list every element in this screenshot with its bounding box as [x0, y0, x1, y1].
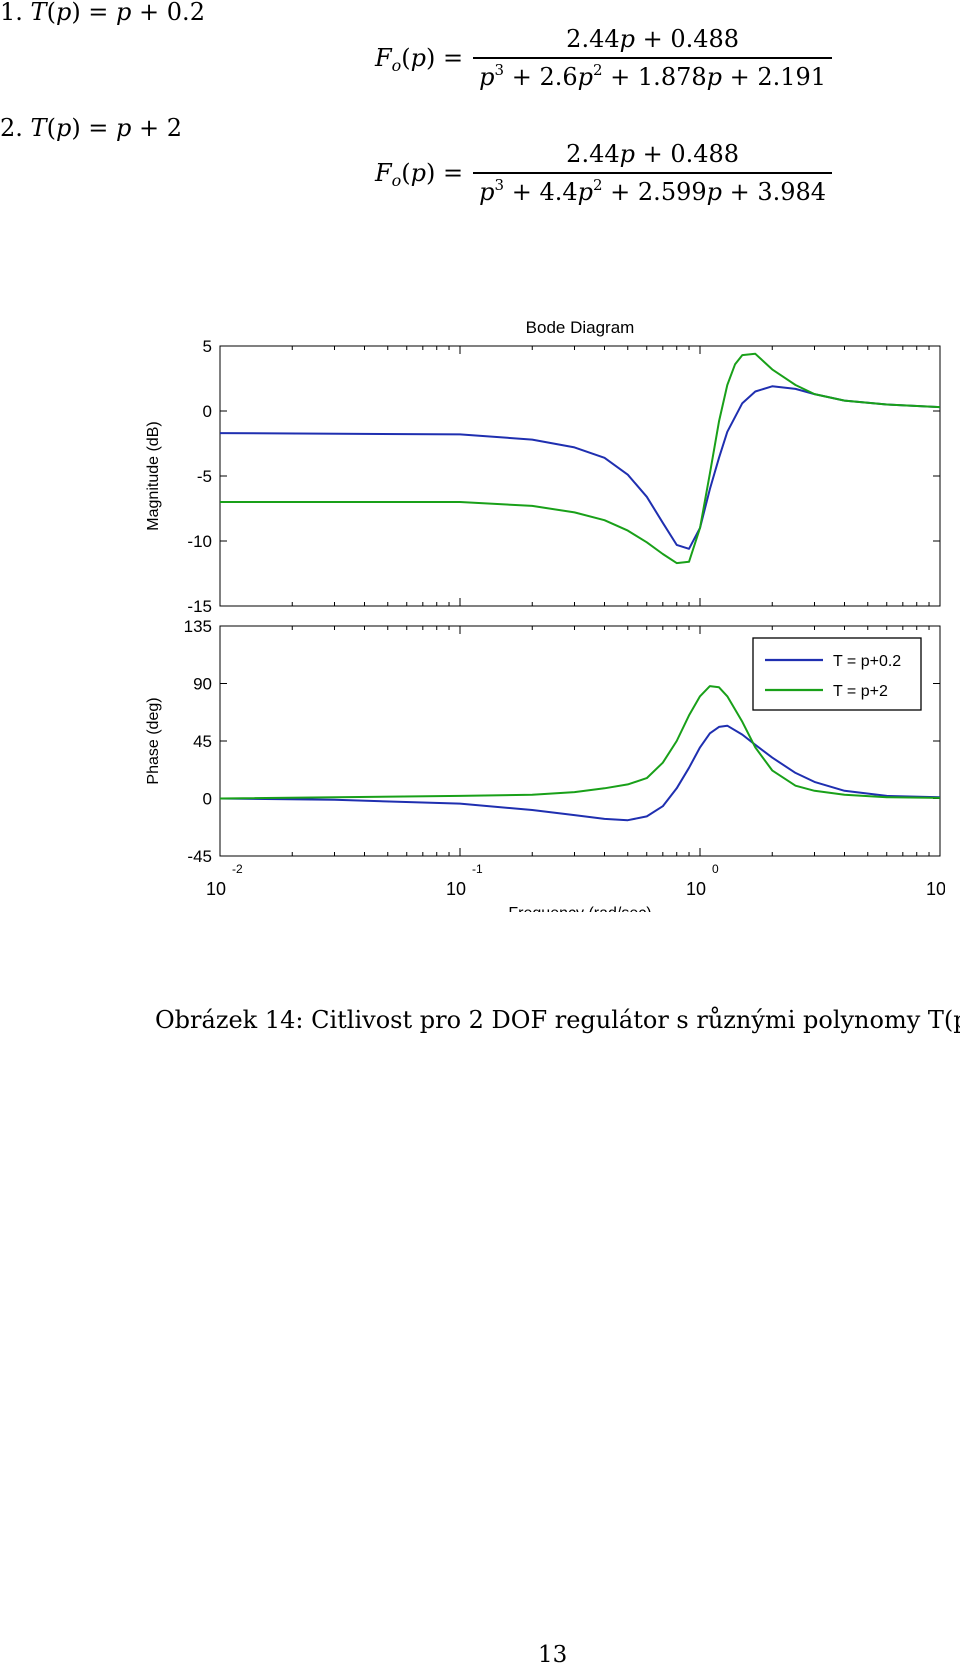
- item-1-equation: Fo(p) = 2.44p + 0.488 p3 + 2.6p2 + 1.878…: [375, 25, 833, 91]
- equation-fraction: 2.44p + 0.488 p3 + 4.4p2 + 2.599p + 3.98…: [473, 140, 833, 206]
- magnitude-ylabel: Magnitude (dB): [145, 421, 162, 530]
- item-1-tdef: 1. T(p) = p + 0.2: [0, 0, 205, 26]
- magnitude-ytick-label: 0: [203, 402, 212, 421]
- magnitude-series-line-1: [219, 385, 941, 550]
- equation-lhs: Fo(p) =: [375, 158, 464, 190]
- bode-figure: Bode Diagram 5 0 -5 -10 -15 Magnitude (dB) 135 9…: [140, 308, 959, 973]
- legend-label-1: T = p+0.2: [833, 653, 901, 670]
- magnitude-ytick-label: 5: [203, 337, 212, 356]
- xtick-label-base: 10: [686, 879, 706, 899]
- xtick-label-base: 10: [206, 879, 226, 899]
- equation-denominator: p3 + 2.6p2 + 1.878p + 2.191: [479, 60, 827, 91]
- item-2-tdef: 2. T(p) = p + 2: [0, 114, 183, 142]
- equation-denominator: p3 + 4.4p2 + 2.599p + 3.984: [479, 175, 827, 206]
- fraction-bar: [473, 57, 833, 59]
- phase-ytick-label: 90: [193, 675, 212, 694]
- equation-lhs: Fo(p) =: [375, 43, 464, 75]
- xtick-label-exponent: -2: [232, 862, 243, 876]
- item-number: 2.: [0, 114, 23, 142]
- magnitude-ytick-label: -10: [187, 532, 212, 551]
- phase-ytick-label: -45: [187, 847, 212, 866]
- magnitude-ytick-label: -15: [187, 597, 212, 616]
- xtick-label-base: 10: [446, 879, 466, 899]
- figure-caption: Obrázek 14: Citlivost pro 2 DOF reguláto…: [155, 1006, 960, 1034]
- legend-label-2: T = p+2: [833, 683, 888, 700]
- xtick-label-exponent: 0: [712, 862, 719, 876]
- phase-ytick-label: 0: [203, 790, 212, 809]
- fraction-bar: [473, 172, 833, 174]
- magnitude-ytick-label: -5: [197, 467, 212, 486]
- magnitude-plot-frame: [219, 345, 941, 607]
- phase-ytick-label: 45: [193, 732, 212, 751]
- phase-ytick-label: 135: [184, 617, 212, 636]
- magnitude-series-line-2: [220, 352, 941, 565]
- chart-title: Bode Diagram: [526, 318, 635, 337]
- equation-numerator: 2.44p + 0.488: [566, 25, 740, 53]
- equation-fraction: 2.44p + 0.488 p3 + 2.6p2 + 1.878p + 2.19…: [473, 25, 833, 91]
- page-number: 13: [538, 1642, 568, 1668]
- figure-crop-mask: [140, 912, 945, 973]
- phase-ylabel: Phase (deg): [145, 697, 162, 784]
- xtick-label-exponent: -1: [472, 862, 483, 876]
- phase-series-line-1: [219, 724, 941, 822]
- equation-numerator: 2.44p + 0.488: [566, 140, 740, 168]
- phase-series-line-2: [219, 685, 941, 800]
- item-2-equation: Fo(p) = 2.44p + 0.488 p3 + 4.4p2 + 2.599…: [375, 140, 833, 206]
- item-number: 1.: [0, 0, 23, 26]
- xtick-label-base: 10: [926, 879, 945, 899]
- legend-box: [752, 637, 922, 711]
